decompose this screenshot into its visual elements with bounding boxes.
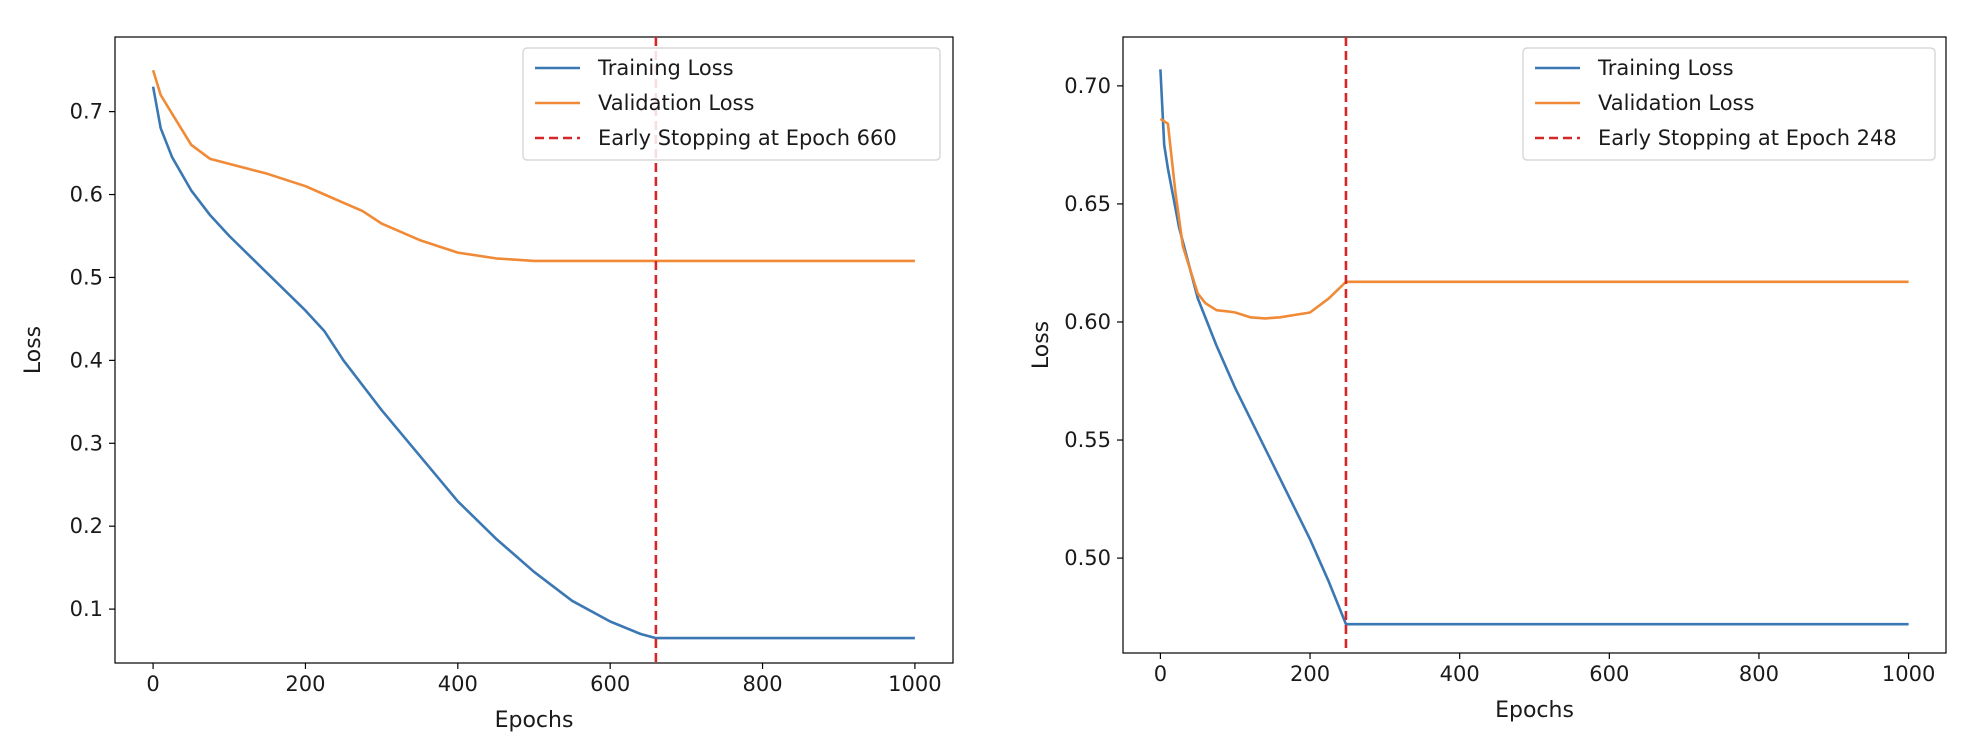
validation-loss-line — [1159, 117, 1909, 320]
x-tick-label: 0 — [146, 672, 159, 696]
legend: Training Loss Validation Loss Early Stoppi… — [522, 47, 941, 161]
validation-loss-line — [151, 69, 915, 263]
legend-item-early-stopping-label: Early Stopping at Epoch 248 — [1598, 126, 1897, 150]
legend-item-training-loss-label: Training Loss — [1597, 56, 1734, 80]
x-tick-label: 200 — [285, 672, 325, 696]
x-axis-label: Epochs — [1495, 698, 1574, 723]
y-tick-label: 0.5 — [70, 265, 103, 289]
y-tick-label: 0.50 — [1064, 546, 1111, 570]
plot-frame — [1122, 36, 1947, 654]
x-axis-label: Epochs — [495, 708, 574, 733]
y-tick-label: 0.55 — [1064, 428, 1111, 452]
x-tick-label: 1000 — [1882, 662, 1935, 686]
legend-item-early-stopping-label: Early Stopping at Epoch 660 — [598, 126, 897, 150]
x-tick-label: 800 — [1739, 662, 1779, 686]
training-loss-line — [151, 86, 915, 640]
legend-item-validation-loss-label: Validation Loss — [598, 91, 754, 115]
y-tick-label: 0.6 — [70, 183, 103, 207]
x-tick-label: 800 — [742, 672, 782, 696]
y-tick-label: 0.3 — [70, 431, 103, 455]
legend: Training Loss Validation Loss Early Stoppi… — [1522, 47, 1936, 161]
chart-panel-2: 0 200 400 600 800 1000 0.50 0.55 0.60 0.65 0.70 Epo… — [1029, 36, 1947, 723]
x-tick-label: 600 — [1589, 662, 1629, 686]
y-axis-label: Loss — [21, 326, 46, 374]
y-tick-label: 0.7 — [70, 100, 103, 124]
x-tick-label: 0 — [1154, 662, 1167, 686]
chart-panel-1: 0 200 400 600 800 1000 0.1 0.2 0.3 0.4 0.5 0.6 0.7 Ep… — [21, 36, 954, 733]
legend-box — [522, 47, 941, 161]
x-tick-label: 200 — [1290, 662, 1330, 686]
y-tick-label: 0.70 — [1064, 74, 1111, 98]
legend-item-validation-loss-label: Validation Loss — [1598, 91, 1754, 115]
x-tick-label: 600 — [590, 672, 630, 696]
y-axis-label: Loss — [1029, 321, 1054, 369]
x-tick-label: 400 — [438, 672, 478, 696]
y-tick-label: 0.65 — [1064, 192, 1111, 216]
plot-frame — [114, 36, 954, 664]
y-tick-label: 0.2 — [70, 514, 103, 538]
legend-box — [1522, 47, 1936, 161]
y-tick-label: 0.4 — [70, 348, 103, 372]
legend-item-training-loss-label: Training Loss — [597, 56, 734, 80]
y-tick-label: 0.60 — [1064, 310, 1111, 334]
x-tick-label: 400 — [1440, 662, 1480, 686]
y-tick-label: 0.1 — [70, 597, 103, 621]
x-tick-label: 1000 — [888, 672, 941, 696]
